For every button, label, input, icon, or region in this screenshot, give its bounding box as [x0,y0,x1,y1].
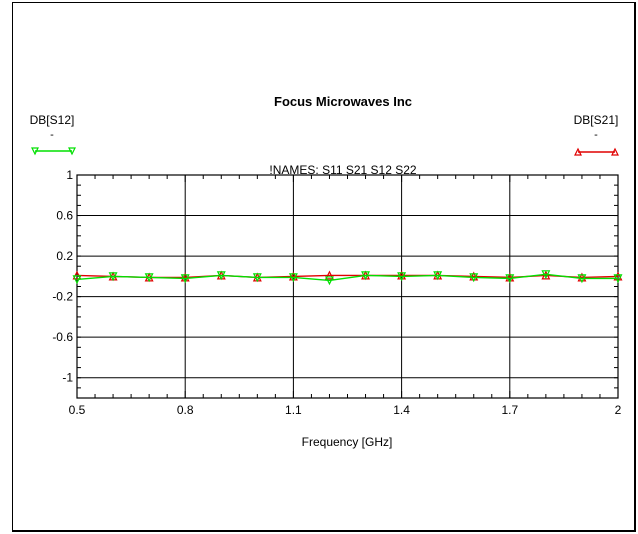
data-point-dbs12 [469,273,479,283]
legend-label-s21: DB[S21] [574,113,619,127]
plot-ticks [76,174,619,399]
chart-title: Focus Microwaves Inc [274,94,412,109]
y-tick-label: 0.6 [56,209,73,223]
legend-label-s12: DB[S12] [30,113,75,127]
data-point-dbs12 [72,275,82,285]
x-tick-label: 0.5 [69,403,86,417]
axis-tick-labels: 0.5 0.8 1.1 1.4 1.7 2 1 0.6 0.2 -0.2 -0.6 -1 [52,168,621,417]
data-point-dbs21 [613,271,623,281]
data-point-dbs21 [324,270,334,280]
plot-series [72,270,623,286]
data-point-dbs12 [541,270,551,280]
x-tick-label: 1.1 [285,403,302,417]
series-line-dbs12 [76,273,618,282]
legend-swatch-s21 [574,147,619,156]
legend-swatch-s12 [31,147,76,156]
y-tick-label: 0.2 [56,249,73,263]
x-tick-label: 2 [615,403,622,417]
chart-subtitle: !NAMES: S11 S21 S12 S22 [269,163,417,177]
x-tick-label: 1.7 [501,403,518,417]
data-point-dbs12 [324,276,334,286]
x-tick-label: 1.4 [393,403,410,417]
plot-border [76,174,619,399]
y-tick-label: 1 [66,168,73,182]
legend-sub-s21: - [594,129,598,141]
data-point-dbs12 [397,272,407,282]
data-point-dbs12 [144,273,154,283]
data-point-dbs12 [252,273,262,283]
plot-grid [76,174,619,399]
data-point-dbs12 [361,271,371,281]
y-tick-label: -1 [62,371,73,385]
chart-frame [12,2,636,532]
y-tick-label: -0.6 [52,330,73,344]
data-point-dbs12 [216,271,226,281]
x-axis-label: Frequency [GHz] [302,435,393,449]
data-point-dbs12 [577,274,587,284]
data-point-dbs12 [433,271,443,281]
data-point-dbs12 [505,274,515,284]
data-point-dbs12 [108,272,118,282]
data-point-dbs12 [613,274,623,284]
data-point-dbs12 [288,273,298,283]
legend-sub-s12: - [50,129,54,141]
data-point-dbs12 [180,274,190,284]
y-tick-label: -0.2 [52,290,73,304]
x-tick-label: 0.8 [177,403,194,417]
